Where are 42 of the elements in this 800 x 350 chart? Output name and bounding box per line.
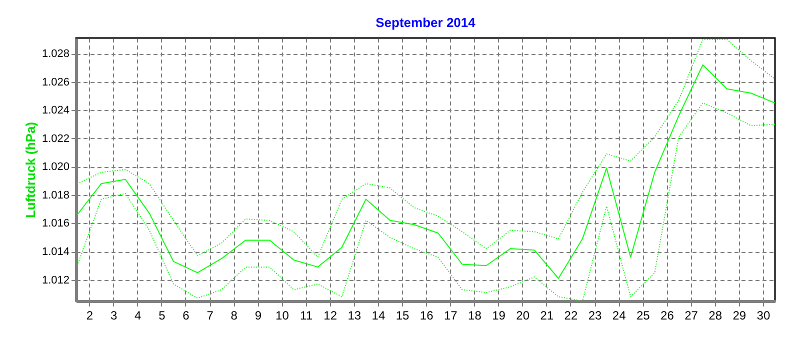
- y-tick-label: 1.028: [42, 48, 70, 60]
- x-tick-label: 11: [300, 308, 313, 322]
- y-axis-title: Luftdruck (hPa): [22, 122, 38, 218]
- x-tick-label: 28: [708, 308, 722, 322]
- x-tick-label: 27: [684, 308, 698, 322]
- x-tick-label: 2: [86, 308, 94, 322]
- x-tick-label: 9: [254, 308, 262, 322]
- x-tick-label: 13: [348, 308, 362, 322]
- x-tick-label: 8: [230, 308, 238, 322]
- x-tick-label: 26: [660, 308, 674, 322]
- line-series: [76, 64, 775, 279]
- x-tick-label: 30: [756, 308, 770, 322]
- x-tick-label: 23: [588, 308, 602, 322]
- x-tick-label: 22: [564, 308, 578, 322]
- x-tick-label: 6: [182, 308, 190, 322]
- y-tick-label: 1.020: [42, 161, 70, 174]
- y-tick-label: 1.018: [42, 189, 70, 202]
- x-tick-label: 24: [612, 308, 626, 322]
- x-tick-label: 18: [468, 308, 482, 322]
- x-tick-label: 29: [732, 308, 746, 322]
- y-tick-label: 1.024: [42, 104, 70, 117]
- x-tick-label: 12: [324, 308, 338, 322]
- x-tick-label: 5: [158, 308, 166, 322]
- x-tick-label: 10: [276, 308, 290, 322]
- x-tick-label: 7: [206, 308, 214, 322]
- x-tick-label: 19: [492, 308, 506, 322]
- y-tick-label: 1.012: [42, 274, 70, 286]
- x-tick-label: 15: [396, 308, 410, 322]
- x-tick-label: 3: [110, 308, 118, 322]
- x-tick-label: 25: [636, 308, 650, 322]
- x-tick-label: 4: [134, 308, 142, 322]
- y-tick-label: 1.014: [42, 246, 70, 258]
- chart-title: September 2014: [376, 15, 476, 30]
- x-tick-label: 17: [444, 308, 458, 322]
- line-series: [76, 38, 775, 258]
- x-tick-label: 16: [420, 308, 434, 322]
- y-tick-label: 1.016: [42, 218, 70, 230]
- x-tick-label: 14: [372, 308, 386, 322]
- y-tick-label: 1.022: [42, 132, 70, 145]
- x-tick-label: 21: [540, 308, 554, 322]
- x-tick-label: 20: [516, 308, 530, 322]
- y-tick-label: 1.026: [42, 76, 70, 88]
